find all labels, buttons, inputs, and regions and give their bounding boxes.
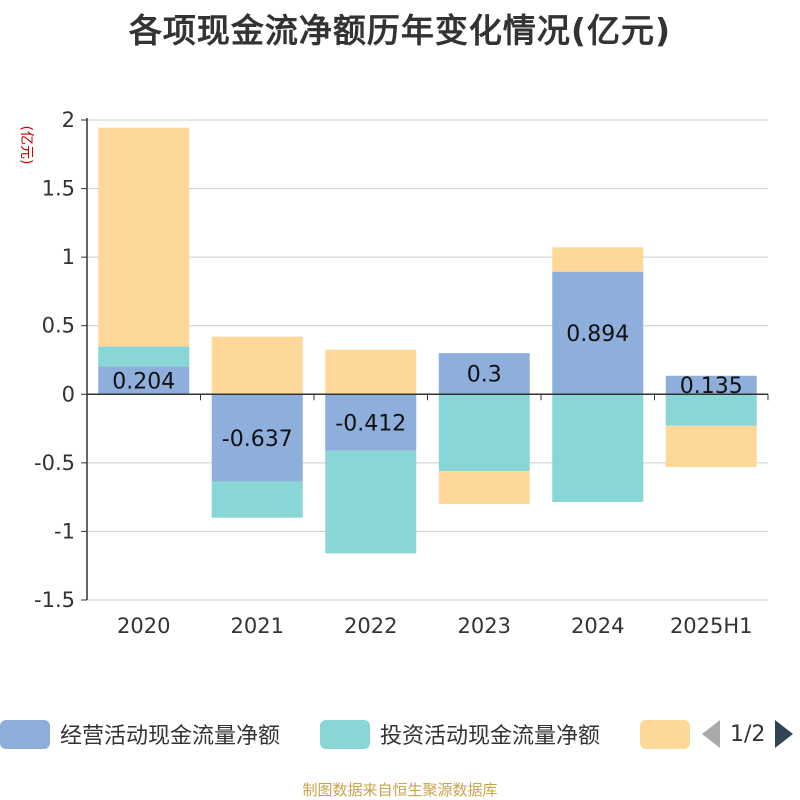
y-tick-label-2: 1 bbox=[62, 245, 75, 269]
y-tick-label-7: -1.5 bbox=[34, 588, 75, 612]
legend-label-operating: 经营活动现金流量净额 bbox=[60, 724, 281, 749]
bar-s0-2020 bbox=[98, 366, 190, 395]
y-tick-label-3: 0.5 bbox=[42, 314, 75, 338]
bar-s0-2024 bbox=[552, 271, 644, 395]
legend-pager: 1/2 bbox=[702, 716, 794, 752]
y-axis-unit: (亿元) bbox=[18, 126, 34, 165]
legend-swatch-investing bbox=[320, 719, 370, 749]
bars bbox=[98, 127, 757, 554]
legend: 经营活动现金流量净额 投资活动现金流量净额 1/2 bbox=[0, 716, 800, 752]
data-label-2022: -0.412 bbox=[335, 412, 406, 437]
bar-s0-2025H1 bbox=[665, 375, 757, 395]
bar-s2-2025H1 bbox=[665, 425, 757, 467]
y-tick-label-4: 0 bbox=[62, 382, 75, 406]
legend-swatch-operating bbox=[0, 719, 50, 749]
y-tick-label-0: 2 bbox=[62, 108, 75, 132]
bar-s2-2024 bbox=[552, 247, 644, 272]
bar-s1-2021 bbox=[211, 481, 303, 518]
chart-title: 各项现金流净额历年变化情况(亿元) bbox=[128, 11, 672, 50]
y-tick-label-1: 1.5 bbox=[42, 177, 75, 201]
bar-s0-2021 bbox=[211, 394, 303, 482]
bar-s1-2022 bbox=[325, 450, 417, 554]
prev-page-icon[interactable] bbox=[702, 720, 720, 748]
stacked-bar-chart: 2 1.5 1 0.5 0 -0.5 -1 -1.5 (亿元) 0.204 2020 -0.637 20… bbox=[18, 108, 769, 638]
data-label-2024: 0.894 bbox=[566, 322, 629, 347]
y-tick-label-6: -1 bbox=[54, 519, 75, 543]
x-tick-label-2020: 2020 bbox=[117, 614, 170, 638]
bar-s2-2022 bbox=[325, 349, 417, 395]
x-tick-label-2025H1: 2025H1 bbox=[670, 614, 753, 638]
bar-s2-2020 bbox=[98, 127, 190, 347]
bar-s0-2023 bbox=[438, 353, 530, 395]
bar-s2-2021 bbox=[211, 336, 303, 395]
bar-s0-2022 bbox=[325, 394, 417, 451]
data-label-2021: -0.637 bbox=[222, 427, 293, 452]
bar-s1-2024 bbox=[552, 394, 644, 502]
x-tick-label-2021: 2021 bbox=[231, 614, 284, 638]
next-page-icon[interactable] bbox=[775, 720, 794, 748]
data-label-2025H1: 0.135 bbox=[680, 374, 743, 399]
data-label-2020: 0.204 bbox=[112, 369, 175, 394]
data-source-note: 制图数据来自恒生聚源数据库 bbox=[302, 781, 498, 799]
legend-item-financing[interactable] bbox=[640, 716, 700, 752]
legend-swatch-financing bbox=[640, 719, 690, 749]
x-tick-label-2024: 2024 bbox=[571, 614, 624, 638]
legend-item-operating[interactable]: 经营活动现金流量净额 bbox=[0, 716, 280, 752]
grid-lines bbox=[87, 119, 768, 601]
bar-s2-2023 bbox=[438, 471, 530, 504]
legend-label-investing: 投资活动现金流量净额 bbox=[380, 724, 601, 749]
legend-page-indicator: 1/2 bbox=[730, 721, 766, 747]
axes bbox=[81, 118, 769, 601]
bar-s1-2025H1 bbox=[665, 394, 757, 426]
labels: 2 1.5 1 0.5 0 -0.5 -1 -1.5 (亿元) 0.204 2020 -0.637 20… bbox=[18, 108, 753, 638]
data-label-2023: 0.3 bbox=[467, 363, 502, 388]
x-tick-label-2023: 2023 bbox=[458, 614, 511, 638]
legend-item-investing[interactable]: 投资活动现金流量净额 bbox=[320, 716, 600, 752]
bar-s1-2023 bbox=[438, 394, 530, 472]
y-tick-label-5: -0.5 bbox=[34, 451, 75, 475]
bar-s1-2020 bbox=[98, 346, 190, 367]
x-tick-label-2022: 2022 bbox=[344, 614, 397, 638]
